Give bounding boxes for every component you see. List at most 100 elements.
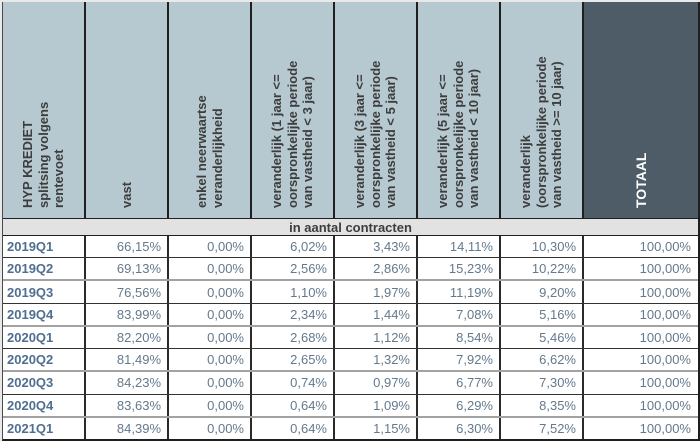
- table-row: 2020Q3 84,23% 0,00% 0,74% 0,97% 6,77% 7,30% 100…: [3, 372, 698, 395]
- value-cell: 5,46%: [501, 326, 584, 349]
- value-cell: 82,20%: [86, 326, 169, 349]
- value-cell: 0,00%: [169, 326, 252, 349]
- value-cell: 100,00%: [639, 420, 691, 436]
- value-cell: 100,00%: [639, 239, 691, 255]
- value-cell: 0,00%: [169, 258, 252, 280]
- value-cell: 100,00%: [639, 306, 691, 322]
- value-cell: 1,32%: [335, 349, 418, 371]
- value-cell: 83,63%: [86, 394, 169, 416]
- value-cell: 1,44%: [335, 303, 418, 325]
- table-body: 2019Q1 66,15% 0,00% 6,02% 3,43% 14,11% 10,30% 1…: [3, 236, 698, 439]
- value-cell: 8,54%: [418, 326, 501, 349]
- corner-header-line: splitsing volgens: [35, 101, 51, 208]
- value-cell: 0,64%: [252, 394, 335, 416]
- value-cell: 10,30%: [501, 236, 584, 258]
- column-header-line: oorspronkelijke periode: [367, 60, 383, 208]
- section-label: in aantal contracten: [289, 219, 412, 235]
- table-row: 2019Q1 66,15% 0,00% 6,02% 3,43% 14,11% 10,30% 1…: [3, 236, 698, 259]
- row-label: 2019Q3: [3, 281, 86, 303]
- value-cell: 0,00%: [169, 349, 252, 371]
- value-cell: 6,30%: [418, 417, 501, 439]
- value-cell: 9,20%: [501, 281, 584, 303]
- corner-header-text: HYP KREDIET splitsing volgens rentevoet: [3, 2, 84, 218]
- row-label: 2020Q1: [3, 326, 86, 349]
- corner-header-line: HYP KREDIET: [20, 120, 36, 208]
- column-header-line: van vastheid < 5 jaar): [383, 76, 399, 208]
- value-cell: 81,49%: [86, 349, 169, 371]
- value-cell: 0,00%: [169, 281, 252, 303]
- column-header-text: veranderlijk (5 jaar <= oorspronkelijke …: [418, 2, 499, 218]
- column-header-text: vast: [86, 2, 167, 218]
- table-header-row: HYP KREDIET splitsing volgens rentevoet …: [3, 2, 698, 218]
- value-cell: 7,08%: [418, 303, 501, 325]
- value-cell: 100,00%: [639, 284, 691, 300]
- value-cell: 7,52%: [501, 417, 584, 439]
- column-header-line: van vastheid < 3 jaar): [300, 76, 316, 208]
- value-cell: 0,00%: [169, 303, 252, 325]
- table-row: 2019Q4 83,99% 0,00% 2,34% 1,44% 7,08% 5,16% 100…: [3, 303, 698, 327]
- value-cell: 0,64%: [252, 417, 335, 439]
- value-cell: 100,00%: [639, 375, 691, 391]
- row-label: 2021Q1: [3, 417, 86, 439]
- value-cell: 6,02%: [252, 236, 335, 258]
- column-header-totaal: TOTAAL: [584, 2, 698, 218]
- column-header-text: enkel neerwaartse veranderlijkheid: [169, 2, 250, 218]
- value-cell: 0,00%: [169, 417, 252, 439]
- value-cell: 6,29%: [418, 394, 501, 416]
- value-cell: 2,68%: [252, 326, 335, 349]
- value-cell: 66,15%: [86, 236, 169, 258]
- value-cell: 84,39%: [86, 417, 169, 439]
- value-cell: 2,34%: [252, 303, 335, 325]
- value-cell: 100,00%: [639, 352, 691, 368]
- value-cell: 0,74%: [252, 372, 335, 394]
- value-cell: 1,12%: [335, 326, 418, 349]
- column-header-veranderlijk-5-10: veranderlijk (5 jaar <= oorspronkelijke …: [418, 2, 501, 218]
- value-cell: 69,13%: [86, 258, 169, 280]
- corner-header-line: rentevoet: [51, 149, 67, 208]
- value-cell: 7,30%: [501, 372, 584, 394]
- column-header-text: TOTAAL: [584, 2, 698, 218]
- value-cell: 0,00%: [169, 394, 252, 416]
- value-cell: 100,00%: [639, 397, 691, 413]
- value-cell: 10,22%: [501, 258, 584, 280]
- column-header-line: veranderlijk (5 jaar <=: [435, 74, 451, 208]
- column-header-veranderlijk-1-3: veranderlijk (1 jaar <= oorspronkelijke …: [252, 2, 335, 218]
- table-row: 2019Q3 76,56% 0,00% 1,10% 1,97% 11,19% 9,20% 10…: [3, 281, 698, 304]
- table-row: 2019Q2 69,13% 0,00% 2,56% 2,86% 15,23% 10,22% 1…: [3, 258, 698, 282]
- column-header-line: enkel neerwaartse: [194, 95, 209, 208]
- value-cell: 100,00%: [639, 261, 691, 277]
- column-header-line: van vastheid < 10 jaar): [466, 68, 482, 208]
- value-cell: 8,35%: [501, 394, 584, 416]
- value-cell: 7,92%: [418, 349, 501, 371]
- value-cell: 84,23%: [86, 372, 169, 394]
- column-header-line: van vastheid >= 10 jaar): [549, 61, 565, 208]
- column-header-line: veranderlijk (1 jaar <=: [269, 74, 285, 208]
- value-cell: 2,56%: [252, 258, 335, 280]
- value-cell: 1,97%: [335, 281, 418, 303]
- column-header-text: veranderlijk (3 jaar <= oorspronkelijke …: [335, 2, 416, 218]
- column-header-line: oorspronkelijke periode: [450, 60, 466, 208]
- column-header-line: (oorspronkelijke periode: [533, 56, 549, 208]
- corner-header: HYP KREDIET splitsing volgens rentevoet: [3, 2, 86, 218]
- value-cell: 0,00%: [169, 236, 252, 258]
- column-header-line: veranderlijk (3 jaar <=: [352, 74, 368, 208]
- row-label: 2019Q1: [3, 236, 86, 258]
- column-header-veranderlijk-3-5: veranderlijk (3 jaar <= oorspronkelijke …: [335, 2, 418, 218]
- value-cell: 6,62%: [501, 349, 584, 371]
- column-header-text: veranderlijk (1 jaar <= oorspronkelijke …: [252, 2, 333, 218]
- table-row: 2020Q4 83,63% 0,00% 0,64% 1,09% 6,29% 8,35% 100…: [3, 394, 698, 418]
- row-label: 2020Q3: [3, 372, 86, 394]
- value-cell: 15,23%: [418, 258, 501, 280]
- value-cell: 0,97%: [335, 372, 418, 394]
- value-cell: 1,09%: [335, 394, 418, 416]
- value-cell: 3,43%: [335, 236, 418, 258]
- table-row: 2021Q1 84,39% 0,00% 0,64% 1,15% 6,30% 7,52% 100…: [3, 417, 698, 439]
- value-cell: 5,16%: [501, 303, 584, 325]
- column-header-veranderlijk-10-plus: veranderlijk (oorspronkelijke periode va…: [501, 2, 584, 218]
- column-header-vast: vast: [86, 2, 169, 218]
- column-header-line: veranderlijk: [518, 135, 534, 208]
- value-cell: 2,86%: [335, 258, 418, 280]
- value-cell: 0,00%: [169, 372, 252, 394]
- column-header-line: oorspronkelijke periode: [284, 60, 300, 208]
